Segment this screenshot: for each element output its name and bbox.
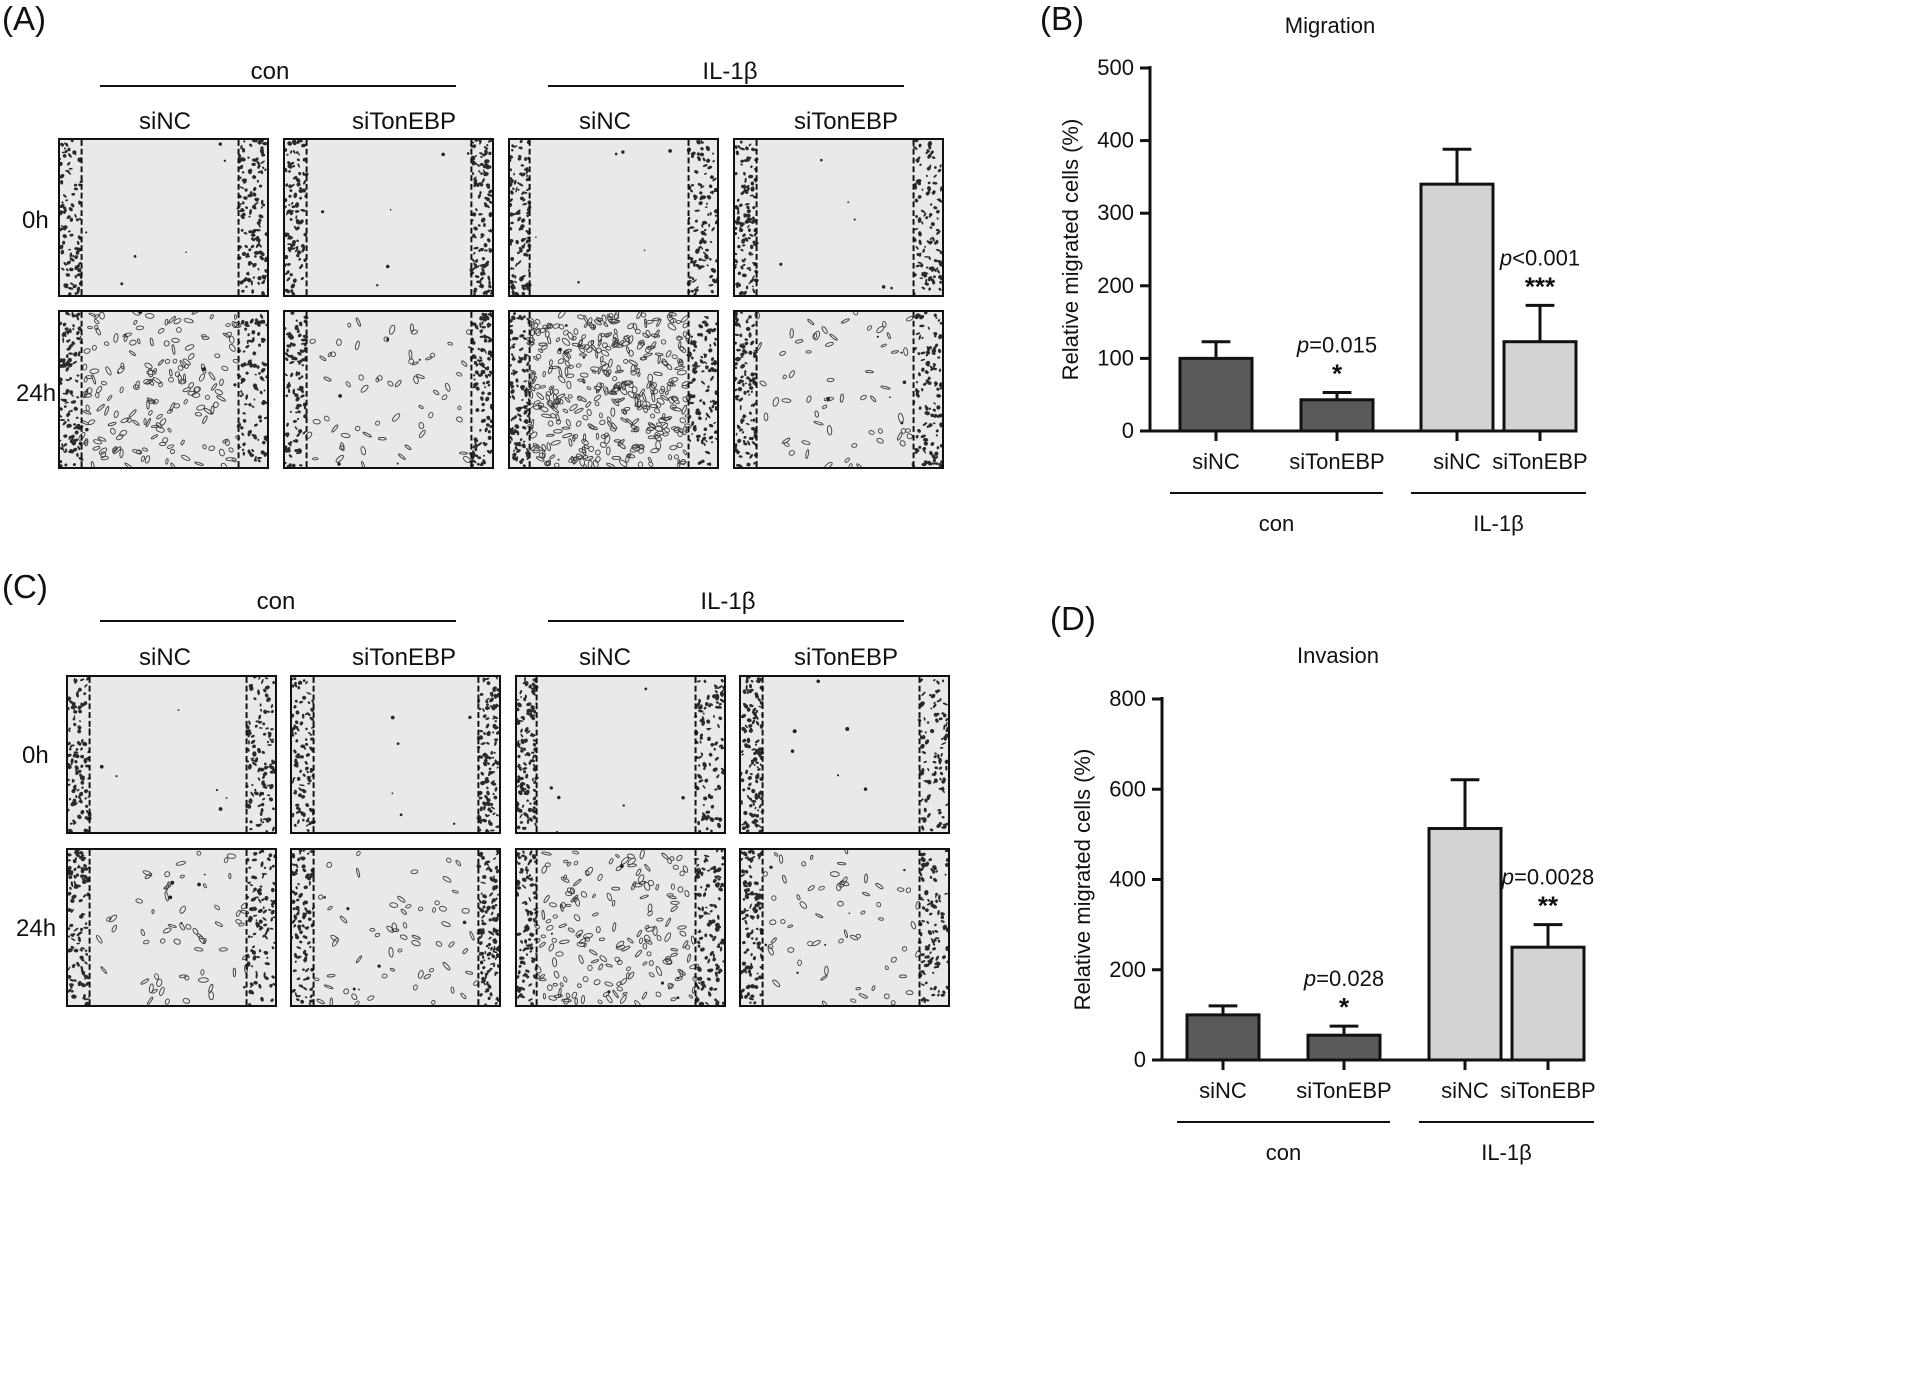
y-axis-label: Relative migrated cells (%) [1070,749,1095,1011]
bar [1299,398,1375,433]
panel-c-col-label: siTonEBP [351,644,457,671]
panel-a-col-label: siTonEBP [351,108,457,135]
p-value: p=0.015 [1296,333,1377,358]
y-tick-label: 500 [1097,55,1134,80]
group-label: IL-1β [1473,511,1524,536]
migration-chart: Migration Relative migrated cells (%) 0 100… [1058,13,1588,536]
panel-c-group-con: con [256,588,296,615]
group-label: con [1266,1140,1301,1165]
bar [1185,1013,1261,1062]
panel-c-group-il1b-rule [548,620,904,622]
x-tick-label: siTonEBP [1296,1078,1391,1103]
panel-d-letter: (D) [1050,600,1096,637]
significance-stars: ** [1538,891,1559,921]
bar [1419,182,1495,433]
x-tick-label: siNC [1192,449,1240,474]
y-tick-label: 0 [1134,1047,1146,1072]
panel-c-row-label: 0h [22,742,49,769]
micrograph [290,675,501,834]
micrograph [58,310,269,469]
micrograph [508,310,719,469]
y-tick-label: 100 [1097,345,1134,370]
bar [1178,356,1254,433]
p-value: p=0.0028 [1501,865,1594,890]
significance-stars: *** [1525,271,1556,301]
y-tick-label: 200 [1109,957,1146,982]
panel-a-row-label: 0h [22,207,49,234]
micrograph [739,848,950,1007]
panel-a-col-label: siNC [579,108,631,135]
y-tick-label: 600 [1109,776,1146,801]
panel-c-row-label: 24h [16,915,57,942]
x-tick-label: siNC [1199,1078,1247,1103]
x-tick-label: siTonEBP [1500,1078,1595,1103]
bar [1306,1033,1382,1062]
micrograph [66,848,277,1007]
bar [1427,827,1503,1062]
group-label: IL-1β [1481,1140,1532,1165]
significance-stars: * [1332,359,1343,389]
y-axis-label: Relative migrated cells (%) [1058,119,1083,381]
micrograph [283,310,494,469]
micrograph [739,675,950,834]
micrograph [58,138,269,297]
panel-a-group-il1b: IL-1β [702,58,758,85]
bar [1502,340,1578,433]
panel-a-row-label: 24h [16,380,57,407]
panel-c-group-con-rule [100,620,456,622]
p-value: p=0.028 [1303,966,1384,991]
significance-stars: * [1339,992,1350,1022]
panel-a-group-il1b-rule [548,85,904,87]
micrograph [290,848,501,1007]
panel-c-letter: (C) [2,568,48,605]
x-tick-label: siNC [1441,1078,1489,1103]
chart-title: Invasion [1297,643,1379,668]
micrograph [283,138,494,297]
invasion-chart: Invasion Relative migrated cells (%) 0 200 4… [1070,643,1596,1165]
micrograph [515,848,726,1007]
micrograph [733,138,944,297]
micrograph [733,310,944,469]
panel-a-group-con-rule [100,85,456,87]
panel-c-col-label: siNC [579,644,631,671]
x-tick-label: siTonEBP [1492,449,1587,474]
bar [1510,945,1586,1062]
y-tick-label: 400 [1109,867,1146,892]
panel-a-col-label: siNC [139,108,191,135]
panel-c-group-il1b: IL-1β [700,588,756,615]
x-tick-label: siTonEBP [1289,449,1384,474]
panel-a-group-con: con [250,58,290,85]
micrograph [66,675,277,834]
chart-title: Migration [1285,13,1375,38]
panel-b-letter: (B) [1040,0,1084,37]
y-tick-label: 400 [1097,128,1134,153]
y-tick-label: 0 [1122,418,1134,443]
y-tick-label: 200 [1097,273,1134,298]
y-tick-label: 800 [1109,686,1146,711]
micrograph [508,138,719,297]
panel-a-letter: (A) [2,0,46,37]
x-tick-label: siNC [1433,449,1481,474]
panel-c-col-label: siTonEBP [793,644,899,671]
micrograph [515,675,726,834]
panel-a-col-label: siTonEBP [793,108,899,135]
y-tick-label: 300 [1097,200,1134,225]
panel-c-col-label: siNC [139,644,191,671]
group-label: con [1259,511,1294,536]
p-value: p<0.001 [1499,245,1580,270]
